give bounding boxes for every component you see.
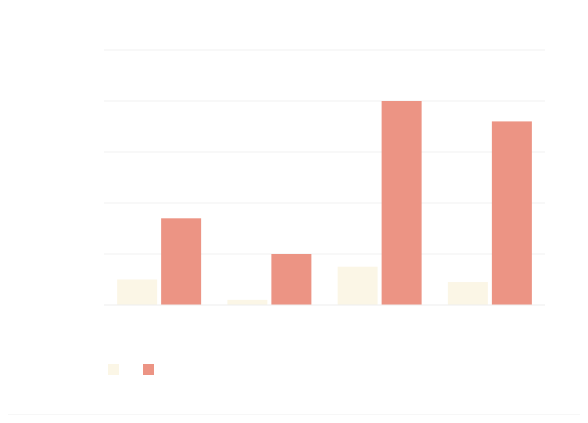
legend-swatch-series-2	[143, 364, 154, 375]
footer-divider	[8, 414, 580, 415]
bar-series-2-cat-2[interactable]	[271, 254, 312, 305]
bar-series-2-cat-4[interactable]	[491, 121, 532, 306]
bar-series-2-cat-1[interactable]	[161, 218, 202, 305]
bar-series-1-cat-2[interactable]	[227, 299, 268, 305]
legend-item-series-1[interactable]	[108, 364, 125, 375]
legend-swatch-series-1	[108, 364, 119, 375]
bar-series-1-cat-1[interactable]	[117, 279, 158, 306]
bars	[117, 101, 532, 306]
bar-series-1-cat-4[interactable]	[447, 282, 488, 305]
bar-series-2-cat-3[interactable]	[381, 101, 422, 305]
legend	[108, 364, 160, 375]
bar-series-1-cat-3[interactable]	[337, 266, 378, 305]
legend-item-series-2[interactable]	[143, 364, 160, 375]
